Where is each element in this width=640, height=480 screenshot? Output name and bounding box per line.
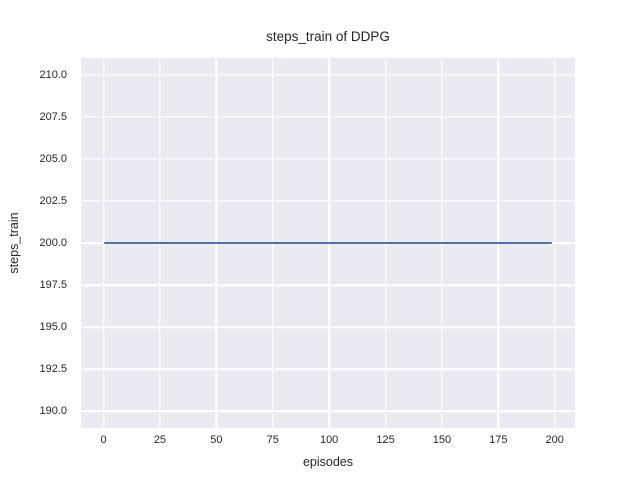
x-axis-label: episodes [302,455,354,469]
x-tick-label: 100 [319,434,339,446]
plot-area [81,58,575,428]
chart-title: steps_train of DDPG [266,29,390,44]
y-tick-label: 190.0 [39,405,67,418]
y-tick-label: 205.0 [39,152,67,165]
x-tick-label: 25 [153,434,167,446]
y-axis-label: steps_train [7,212,21,274]
x-tick-label: 125 [376,434,395,446]
gridline-horizontal [81,410,575,412]
x-tick-label: 75 [266,434,279,446]
x-tick-label: 200 [545,434,564,446]
gridline-horizontal [81,200,575,202]
y-tick-label: 207.5 [39,110,67,123]
x-tick-label: 175 [489,434,508,446]
x-tick-label: 150 [432,434,452,446]
x-tick-label: 50 [210,434,223,446]
data-line-steps-train [103,242,553,244]
gridline-horizontal [81,326,575,328]
y-tick-label: 197.5 [39,279,67,292]
gridline-horizontal [81,116,575,118]
gridline-horizontal [81,74,575,76]
gridline-horizontal [81,158,575,160]
gridline-horizontal [81,368,575,370]
y-tick-label: 192.5 [39,363,67,376]
y-tick-label: 200.0 [39,237,67,249]
y-tick-label: 202.5 [39,194,67,207]
gridline-horizontal [81,284,575,286]
x-axis-tick-labels: 0 25 50 75 100 125 150 175 200 [81,434,575,450]
y-tick-label: 195.0 [39,321,67,334]
x-tick-label: 0 [100,434,107,446]
y-tick-label: 210.0 [39,68,67,81]
y-axis-tick-labels: 190.0 192.5 195.0 197.5 200.0 202.5 205.0 207.5… [0,58,74,428]
